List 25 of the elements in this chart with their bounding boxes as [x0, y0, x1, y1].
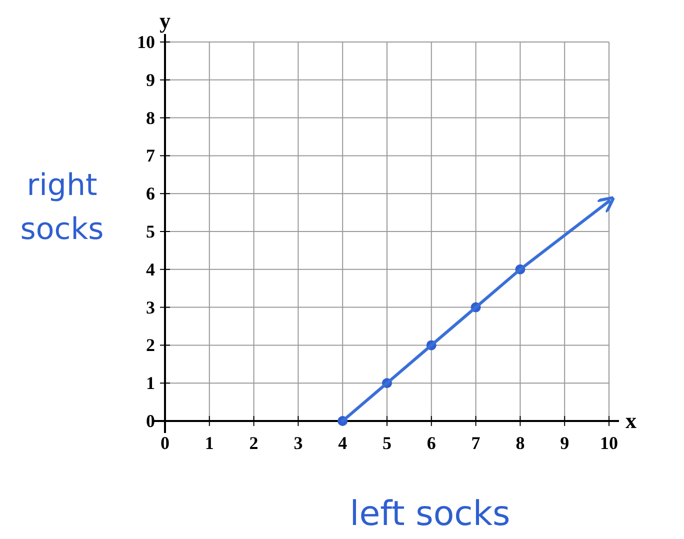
x-axis-title: left socks: [350, 494, 510, 534]
y-tick-label: 5: [146, 222, 155, 242]
y-tick-label: 7: [146, 146, 155, 166]
y-tick-label: 2: [146, 335, 155, 356]
x-tick-label: 10: [600, 433, 618, 453]
x-tick-label: 6: [426, 433, 436, 453]
y-axis-title: right socks: [20, 168, 104, 247]
x-tick-label: 1: [204, 433, 214, 453]
x-tick-label: 4: [338, 433, 348, 453]
x-tick-label: 8: [516, 433, 525, 453]
y-tick-label: 10: [137, 32, 155, 52]
text: x: [626, 408, 636, 433]
x-tick-label: 2: [249, 433, 258, 453]
y-tick-label: 1: [146, 373, 155, 394]
y-tick-label: 6: [146, 184, 155, 204]
x-tick-label: 7: [471, 433, 480, 453]
y-tick-label: 8: [146, 108, 155, 128]
y-tick-label: 9: [146, 70, 155, 90]
x-tick-label: 0: [160, 433, 170, 453]
text: y: [160, 8, 170, 33]
x-tick-label: 3: [294, 433, 303, 453]
x-tick-label: 9: [560, 433, 570, 453]
x-tick-label: 5: [382, 433, 392, 453]
y-tick-label: 4: [146, 259, 155, 280]
y-tick-label: 3: [146, 297, 155, 318]
